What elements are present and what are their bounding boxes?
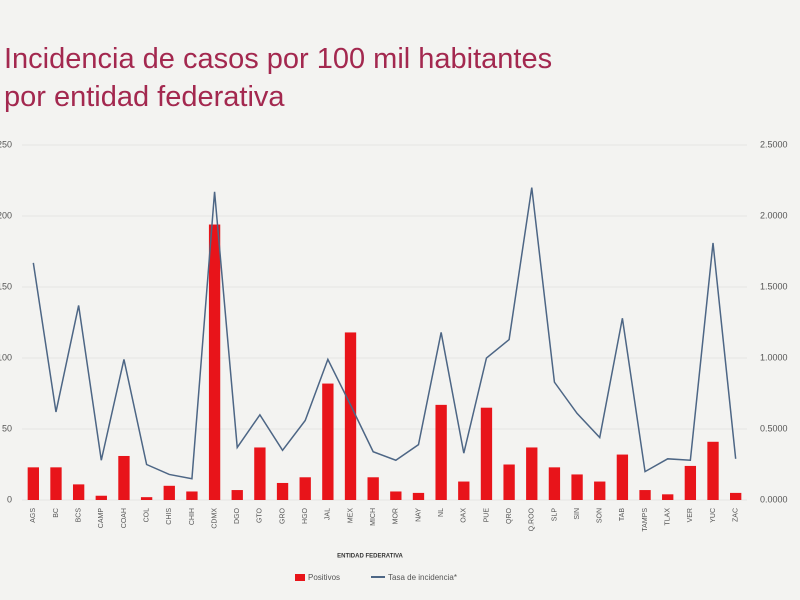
x-tick-label: NAY <box>415 508 422 522</box>
bar <box>50 467 62 500</box>
x-tick-label: OAX <box>461 508 468 523</box>
x-tick-label: SLP <box>551 508 558 522</box>
bar <box>594 481 606 500</box>
bar <box>390 491 402 500</box>
bar <box>571 474 583 500</box>
bar <box>254 447 266 500</box>
x-tick-label: VER <box>687 508 694 522</box>
bar <box>72 484 85 500</box>
x-tick-label: NL <box>438 508 445 517</box>
x-tick-label: COAH <box>121 508 128 528</box>
x-tick-label: QRO <box>506 507 513 524</box>
bar <box>140 497 153 500</box>
bar <box>480 407 493 500</box>
bar <box>231 490 243 500</box>
y2-tick-label: 1.5000 <box>760 281 788 291</box>
bar <box>503 464 515 500</box>
x-tick-label: SON <box>597 508 604 523</box>
x-tick-label: TAMPS <box>642 508 649 532</box>
bar <box>118 455 130 500</box>
x-tick-label: CDMX <box>211 508 218 529</box>
bar <box>276 482 289 500</box>
bar <box>163 485 175 500</box>
x-tick-label: CAMP <box>98 508 105 529</box>
x-tick-label: COL <box>143 508 150 523</box>
x-tick-label: HGO <box>302 507 309 524</box>
y2-tick-label: 0.0000 <box>760 494 788 504</box>
x-tick-label: GTO <box>257 507 264 523</box>
x-tick-label: ZAC <box>733 508 740 522</box>
x-tick-label: BCS <box>75 508 82 523</box>
line <box>32 187 737 480</box>
x-tick-label: BC <box>53 508 60 518</box>
x-tick-label: TAB <box>619 508 626 521</box>
bar <box>186 491 198 500</box>
legend-label: Tasa de incidencia* <box>388 573 457 582</box>
bar <box>730 492 742 500</box>
legend-swatch <box>295 574 305 581</box>
bar <box>367 477 379 500</box>
chart-title: Incidencia de casos por 100 mil habitant… <box>4 43 552 75</box>
x-tick-label: TLAX <box>665 508 672 526</box>
bar <box>548 467 561 500</box>
x-tick-label: Q.ROO <box>529 507 536 531</box>
y-tick-label: 150 <box>0 281 12 291</box>
y2-tick-label: 0.5000 <box>760 423 788 433</box>
bar <box>344 332 357 500</box>
x-axis-title: ENTIDAD FEDERATIVA <box>337 554 403 560</box>
bar <box>322 383 334 500</box>
x-tick-label: AGS <box>30 508 37 523</box>
x-tick-label: CHIS <box>166 508 173 525</box>
bar <box>684 465 697 500</box>
x-tick-label: DGO <box>234 507 241 524</box>
x-tick-label: YUC <box>710 508 717 523</box>
x-tick-label: MICH <box>370 508 377 526</box>
bar <box>208 224 221 500</box>
bar <box>616 454 629 500</box>
y-tick-label: 100 <box>0 352 12 362</box>
x-tick-label: CHIH <box>189 508 196 525</box>
y-tick-label: 50 <box>2 423 12 433</box>
bar <box>639 490 651 500</box>
chart-title: por entidad federativa <box>4 81 285 113</box>
bar <box>458 481 470 500</box>
legend-label: Positivos <box>308 573 340 582</box>
y2-tick-label: 2.5000 <box>760 139 788 149</box>
x-tick-label: MEX <box>347 508 354 524</box>
x-tick-label: MOR <box>393 508 400 524</box>
bar <box>299 477 311 500</box>
x-tick-label: SIN <box>574 508 581 520</box>
bar <box>95 495 107 500</box>
x-tick-label: PUE <box>483 508 490 523</box>
bar <box>27 467 39 500</box>
y-tick-label: 0 <box>7 494 12 504</box>
y2-tick-label: 1.0000 <box>760 352 788 362</box>
y-tick-label: 200 <box>0 210 12 220</box>
y2-tick-label: 2.0000 <box>760 210 788 220</box>
bar <box>707 441 719 500</box>
bar <box>435 404 447 500</box>
x-tick-label: GRO <box>279 507 286 524</box>
bar <box>526 447 538 500</box>
y-tick-label: 250 <box>0 139 12 149</box>
x-tick-label: JAL <box>325 508 332 520</box>
bar <box>412 492 425 500</box>
bar <box>662 494 674 500</box>
